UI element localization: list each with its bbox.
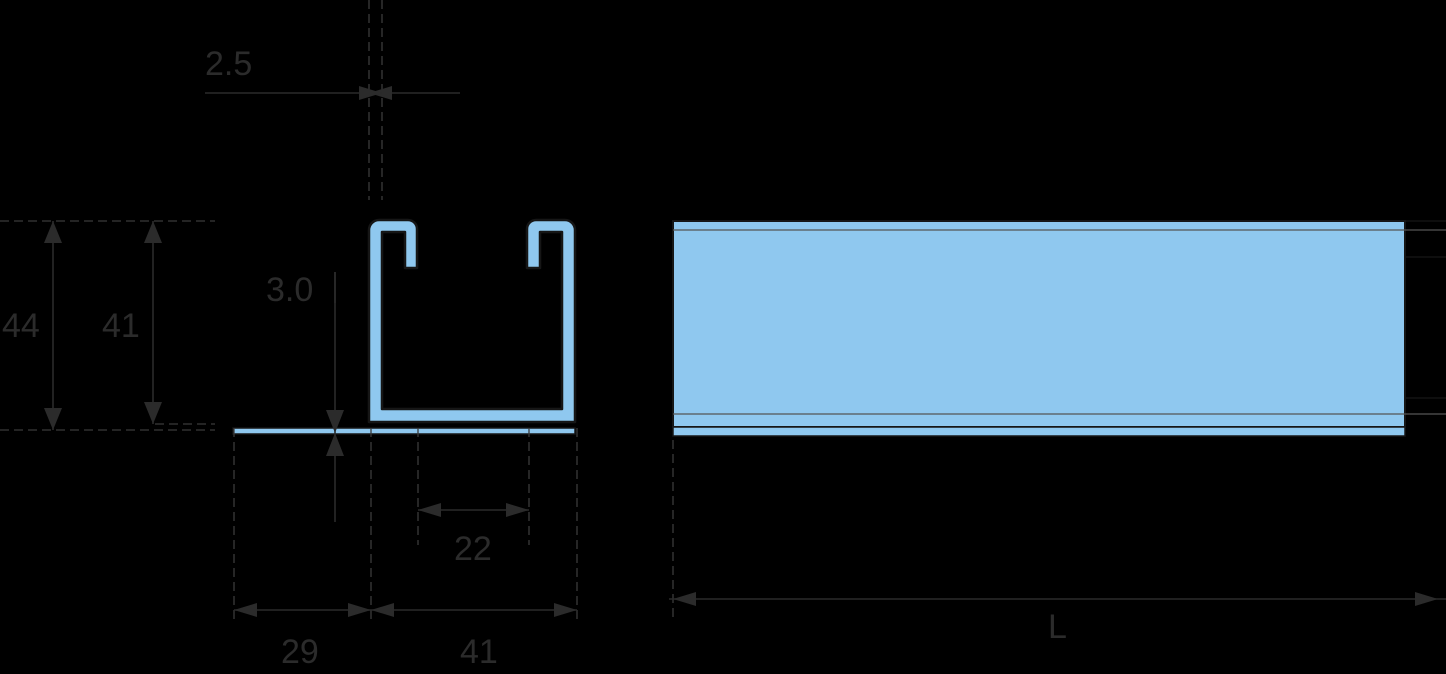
svg-text:44: 44 [2, 307, 40, 345]
svg-text:2.5: 2.5 [205, 45, 252, 83]
svg-text:41: 41 [102, 307, 140, 345]
svg-text:41: 41 [460, 633, 498, 671]
svg-text:L: L [1048, 608, 1067, 646]
svg-text:22: 22 [454, 530, 492, 568]
svg-text:29: 29 [281, 633, 319, 671]
svg-text:3.0: 3.0 [266, 271, 313, 309]
